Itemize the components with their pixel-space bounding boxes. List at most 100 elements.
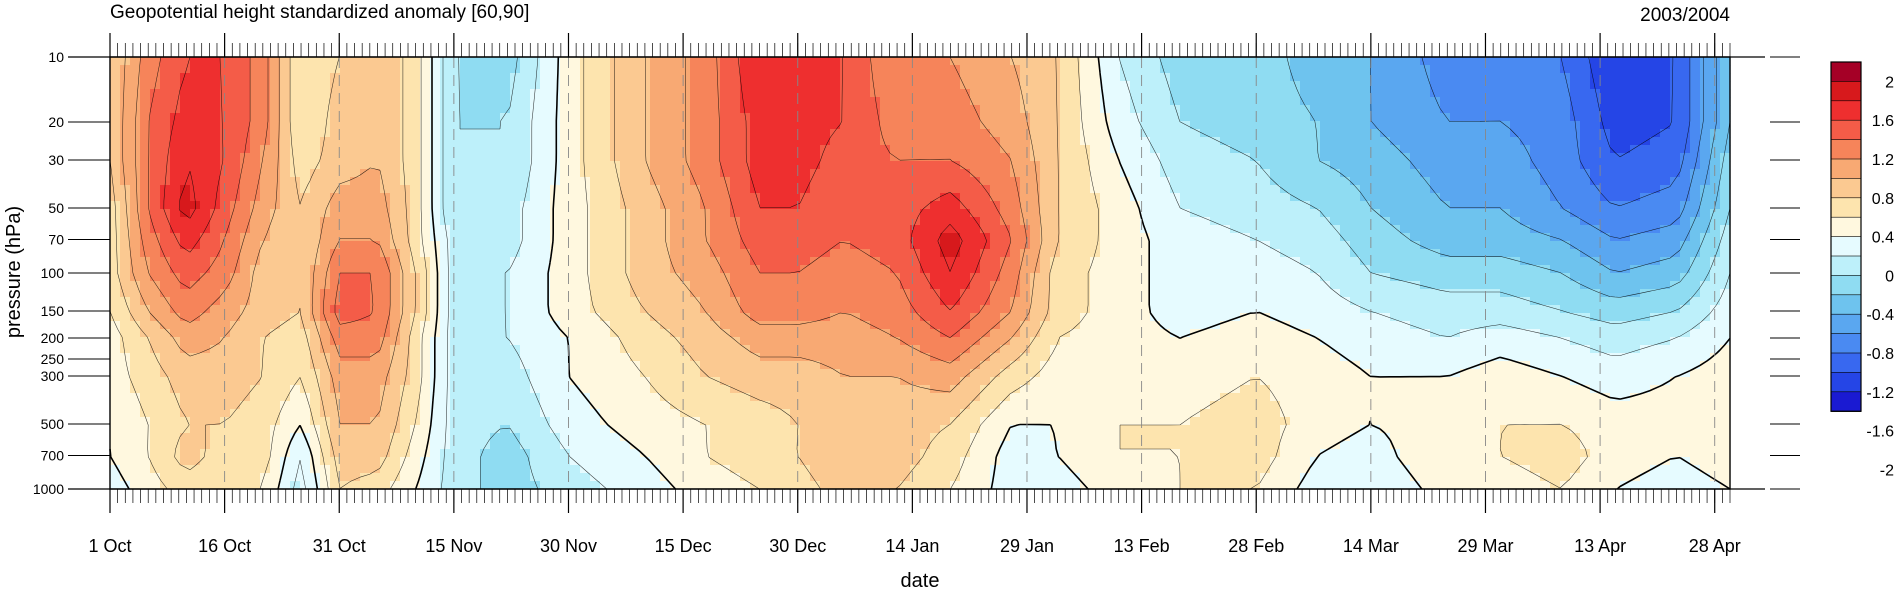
anomaly-cell bbox=[1420, 241, 1431, 250]
anomaly-cell bbox=[250, 217, 261, 226]
anomaly-cell bbox=[1380, 121, 1391, 130]
anomaly-cell bbox=[640, 161, 651, 170]
anomaly-cell bbox=[1330, 289, 1341, 298]
anomaly-cell bbox=[690, 209, 701, 218]
anomaly-cell bbox=[1040, 201, 1051, 210]
anomaly-cell bbox=[1440, 81, 1451, 90]
anomaly-cell bbox=[1060, 113, 1071, 122]
anomaly-cell bbox=[1330, 137, 1341, 146]
anomaly-cell bbox=[940, 161, 951, 170]
anomaly-cell bbox=[980, 105, 991, 114]
anomaly-cell bbox=[1680, 161, 1691, 170]
anomaly-cell bbox=[160, 81, 171, 90]
anomaly-cell bbox=[400, 169, 411, 178]
anomaly-cell bbox=[330, 129, 341, 138]
anomaly-cell bbox=[1440, 265, 1451, 274]
anomaly-cell bbox=[980, 225, 991, 234]
anomaly-cell bbox=[780, 113, 791, 122]
anomaly-cell bbox=[1610, 161, 1621, 170]
anomaly-cell bbox=[670, 121, 681, 130]
anomaly-cell bbox=[130, 233, 141, 242]
anomaly-cell bbox=[1060, 193, 1071, 202]
anomaly-cell bbox=[840, 297, 851, 306]
anomaly-cell bbox=[1530, 241, 1541, 250]
anomaly-cell bbox=[590, 121, 601, 130]
anomaly-cell bbox=[1720, 97, 1731, 106]
anomaly-cell bbox=[1230, 257, 1241, 266]
anomaly-cell bbox=[1360, 97, 1371, 106]
anomaly-cell bbox=[160, 161, 171, 170]
anomaly-cell bbox=[1210, 137, 1221, 146]
anomaly-cell bbox=[900, 225, 911, 234]
anomaly-cell bbox=[1190, 249, 1201, 258]
anomaly-cell bbox=[1060, 177, 1071, 186]
anomaly-cell bbox=[190, 65, 201, 74]
anomaly-cell bbox=[290, 129, 301, 138]
anomaly-cell bbox=[140, 233, 151, 242]
anomaly-cell bbox=[710, 249, 721, 258]
anomaly-cell bbox=[570, 241, 581, 250]
anomaly-cell bbox=[610, 145, 621, 154]
anomaly-cell bbox=[1310, 193, 1321, 202]
anomaly-cell bbox=[560, 241, 571, 250]
anomaly-cell bbox=[980, 177, 991, 186]
anomaly-cell bbox=[670, 225, 681, 234]
anomaly-cell bbox=[1650, 81, 1661, 90]
anomaly-cell bbox=[940, 249, 951, 258]
anomaly-cell bbox=[1010, 241, 1021, 250]
anomaly-cell bbox=[180, 145, 191, 154]
anomaly-cell bbox=[830, 209, 841, 218]
anomaly-cell bbox=[760, 97, 771, 106]
anomaly-cell bbox=[1170, 209, 1181, 218]
anomaly-cell bbox=[640, 257, 651, 266]
anomaly-cell bbox=[220, 65, 231, 74]
anomaly-cell bbox=[590, 233, 601, 242]
anomaly-cell bbox=[1180, 225, 1191, 234]
anomaly-cell bbox=[1720, 209, 1731, 218]
anomaly-cell bbox=[1190, 57, 1201, 66]
anomaly-cell bbox=[790, 105, 801, 114]
anomaly-cell bbox=[1610, 121, 1621, 130]
anomaly-cell bbox=[530, 185, 541, 194]
anomaly-cell bbox=[1360, 265, 1371, 274]
anomaly-cell bbox=[1410, 169, 1421, 178]
anomaly-cell bbox=[1140, 113, 1151, 122]
anomaly-cell bbox=[1600, 201, 1611, 210]
anomaly-cell bbox=[740, 289, 751, 298]
anomaly-cell bbox=[200, 289, 211, 298]
anomaly-cell bbox=[1410, 225, 1421, 234]
anomaly-cell bbox=[1530, 161, 1541, 170]
anomaly-cell bbox=[1670, 137, 1681, 146]
anomaly-cell bbox=[1080, 89, 1091, 98]
anomaly-cell bbox=[1000, 81, 1011, 90]
anomaly-cell bbox=[420, 169, 431, 178]
anomaly-cell bbox=[120, 65, 131, 74]
anomaly-cell bbox=[1620, 289, 1631, 298]
anomaly-cell bbox=[140, 209, 151, 218]
anomaly-cell bbox=[1140, 185, 1151, 194]
anomaly-cell bbox=[1650, 217, 1661, 226]
anomaly-cell bbox=[560, 129, 571, 138]
anomaly-cell bbox=[1210, 225, 1221, 234]
anomaly-cell bbox=[770, 65, 781, 74]
anomaly-cell bbox=[1480, 265, 1491, 274]
anomaly-cell bbox=[1400, 297, 1411, 306]
anomaly-cell bbox=[770, 113, 781, 122]
anomaly-cell bbox=[390, 97, 401, 106]
anomaly-cell bbox=[1280, 113, 1291, 122]
anomaly-cell bbox=[370, 257, 381, 266]
anomaly-cell bbox=[760, 273, 771, 282]
anomaly-cell bbox=[1380, 265, 1391, 274]
anomaly-cell bbox=[1280, 265, 1291, 274]
anomaly-cell bbox=[260, 153, 271, 162]
anomaly-cell bbox=[710, 105, 721, 114]
anomaly-cell bbox=[700, 193, 711, 202]
anomaly-cell bbox=[900, 281, 911, 290]
anomaly-cell bbox=[1720, 177, 1731, 186]
anomaly-cell bbox=[1510, 129, 1521, 138]
anomaly-cell bbox=[990, 289, 1001, 298]
anomaly-cell bbox=[880, 65, 891, 74]
anomaly-cell bbox=[1650, 65, 1661, 74]
anomaly-cell bbox=[720, 265, 731, 274]
anomaly-cell bbox=[120, 177, 131, 186]
